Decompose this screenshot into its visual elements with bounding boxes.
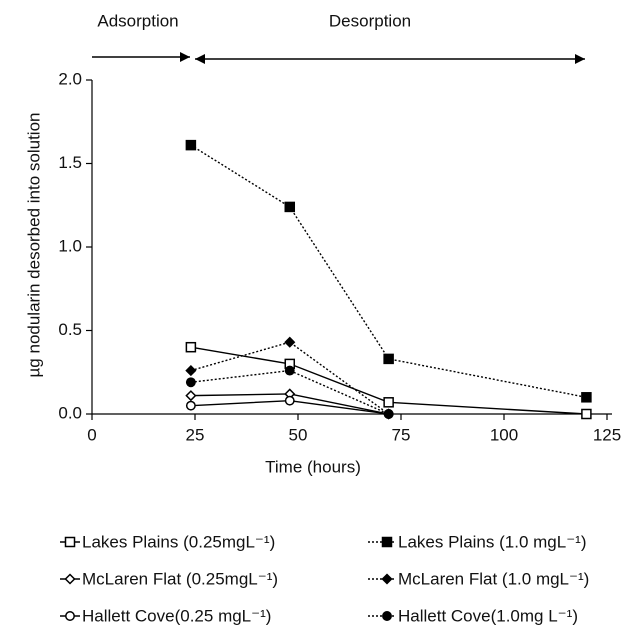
y-tick-label: 0.5 bbox=[58, 320, 82, 339]
legend-label: McLaren Flat (0.25mgL⁻¹) bbox=[82, 569, 278, 588]
marker bbox=[383, 353, 394, 365]
marker bbox=[284, 336, 296, 348]
marker bbox=[581, 392, 592, 403]
x-axis-label: Time (hours) bbox=[265, 457, 361, 476]
x-tick-label: 75 bbox=[392, 425, 411, 444]
legend-marker bbox=[382, 611, 392, 621]
x-tick-label: 25 bbox=[186, 425, 205, 444]
y-tick-label: 1.5 bbox=[58, 153, 82, 172]
series-line bbox=[190, 369, 389, 415]
x-tick-label: 0 bbox=[87, 425, 96, 444]
marker bbox=[185, 365, 197, 377]
legend-label: McLaren Flat (1.0 mgL⁻¹) bbox=[398, 569, 589, 588]
legend-label: Hallett Cove(1.0mg L⁻¹) bbox=[398, 606, 578, 625]
marker bbox=[185, 377, 196, 388]
marker bbox=[284, 395, 295, 406]
annotation: Adsorption bbox=[97, 11, 178, 30]
series-line bbox=[190, 341, 390, 415]
legend-marker bbox=[65, 611, 75, 621]
marker bbox=[383, 397, 394, 408]
marker bbox=[185, 139, 197, 151]
legend-label: Lakes Plains (1.0 mgL⁻¹) bbox=[398, 532, 587, 551]
legend-label: Lakes Plains (0.25mgL⁻¹) bbox=[82, 532, 275, 551]
x-tick-label: 100 bbox=[490, 425, 518, 444]
x-tick-label: 50 bbox=[289, 425, 308, 444]
y-tick-label: 1.0 bbox=[58, 236, 82, 255]
marker bbox=[185, 400, 196, 411]
y-axis-label: µg nodularin desorbed into solution bbox=[24, 113, 43, 378]
x-tick-label: 125 bbox=[593, 425, 621, 444]
marker bbox=[383, 409, 394, 419]
y-tick-label: 2.0 bbox=[58, 69, 82, 88]
marker bbox=[284, 201, 296, 213]
y-tick-label: 0.0 bbox=[58, 403, 82, 422]
legend-marker bbox=[64, 573, 76, 585]
marker bbox=[581, 408, 592, 420]
legend-label: Hallett Cove(0.25 mgL⁻¹) bbox=[82, 606, 271, 625]
legend-marker bbox=[381, 573, 393, 585]
annotation: Desorption bbox=[329, 11, 411, 30]
legend-marker bbox=[64, 536, 76, 548]
series-line bbox=[190, 346, 587, 415]
legend-marker bbox=[381, 536, 393, 548]
marker bbox=[185, 341, 197, 353]
marker bbox=[185, 390, 197, 402]
marker bbox=[284, 365, 295, 376]
